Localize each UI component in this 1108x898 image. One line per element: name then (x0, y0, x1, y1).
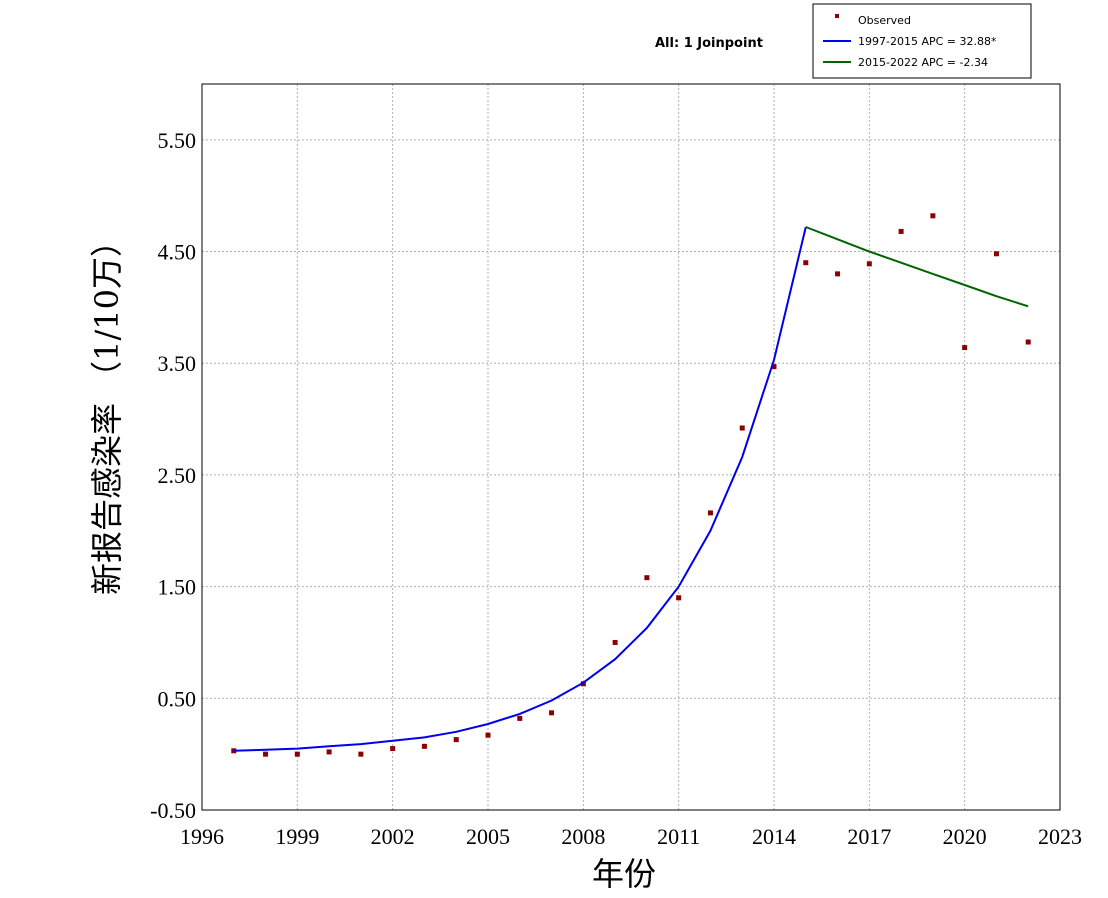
observed-point (612, 639, 618, 645)
x-tick-label: 2017 (847, 824, 891, 849)
observed-point (294, 751, 300, 757)
x-tick-label: 2011 (657, 824, 700, 849)
observed-point (263, 751, 269, 757)
plot-frame (201, 83, 1061, 811)
observed-point (231, 748, 237, 754)
x-tick-label: 2023 (1038, 824, 1082, 849)
legend-label: 2015-2022 APC = -2.34 (858, 56, 988, 69)
x-axis-ticks: 1996 1999 2002 2005 2008 2011 2014 2017 2020 2023 (180, 824, 1082, 849)
y-tick-label: 0.50 (158, 686, 197, 711)
observed-point (835, 271, 841, 277)
observed-point (866, 261, 872, 267)
observed-point (962, 345, 968, 351)
observed-point (485, 732, 491, 738)
y-tick-label: 3.50 (158, 351, 197, 376)
y-tick-label: 2.50 (158, 463, 197, 488)
y-tick-label: -0.50 (150, 798, 196, 823)
observed-point (771, 364, 777, 370)
observed-point (676, 595, 682, 601)
observed-point (739, 425, 745, 431)
observed-point (517, 715, 523, 721)
observed-point (707, 510, 713, 516)
y-axis-ticks: -0.50 0.50 1.50 2.50 3.50 4.50 5.50 (150, 128, 196, 823)
legend-swatch (835, 14, 839, 18)
y-tick-label: 5.50 (158, 128, 197, 153)
x-tick-label: 1999 (275, 824, 319, 849)
y-tick-label: 1.50 (158, 575, 197, 600)
grid (202, 84, 1060, 810)
observed-point (644, 575, 650, 581)
chart-title: All: 1 Joinpoint (655, 36, 763, 51)
legend: Observed 1997-2015 APC = 32.88* 2015-2022 … (812, 3, 1032, 79)
y-axis-title: 新报告感染率 （1/10万） (88, 225, 126, 595)
x-axis-title: 年份 (592, 855, 656, 893)
observed-point (390, 746, 396, 752)
observed-point (930, 213, 936, 219)
x-tick-label: 2005 (466, 824, 510, 849)
observed-point (1025, 339, 1031, 345)
x-tick-label: 2014 (752, 824, 796, 849)
y-tick-label: 4.50 (158, 240, 197, 265)
observed-point (326, 749, 332, 755)
x-tick-label: 2020 (943, 824, 987, 849)
legend-label: 1997-2015 APC = 32.88* (858, 35, 997, 48)
x-tick-label: 2008 (561, 824, 605, 849)
x-tick-label: 2002 (371, 824, 415, 849)
observed-point (803, 260, 809, 266)
observed-point (549, 710, 555, 716)
observed-point (421, 743, 427, 749)
observed-point (453, 737, 459, 743)
series-line-1 (233, 226, 807, 752)
series-layer (231, 213, 1031, 757)
x-tick-label: 1996 (180, 824, 224, 849)
observed-point (898, 228, 904, 234)
observed-point (993, 251, 999, 257)
series-line-2 (805, 226, 1029, 308)
legend-label: Observed (858, 14, 911, 27)
observed-point (358, 751, 364, 757)
